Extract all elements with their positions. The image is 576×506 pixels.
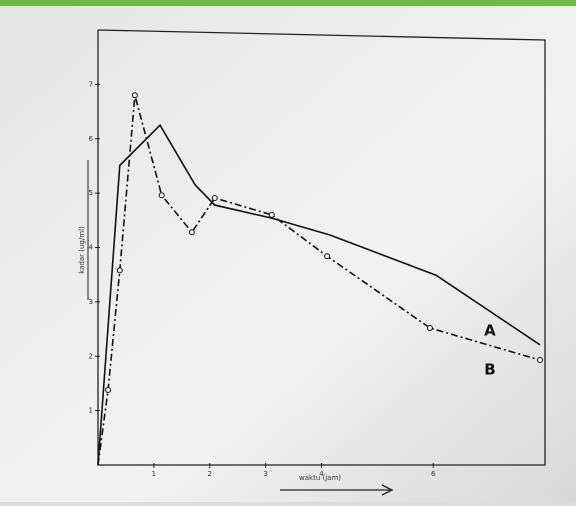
point — [324, 253, 331, 260]
series-line — [97, 123, 541, 466]
x-tick-label: 6 — [431, 470, 436, 478]
x-axis-label: waktu (jam) — [299, 474, 341, 482]
y-tick-label: 3 — [89, 298, 93, 306]
point — [158, 192, 165, 199]
x-tick-label: 2 — [208, 470, 212, 478]
y-axis-label: kadar (ug/ml) — [78, 226, 86, 274]
point — [105, 386, 112, 393]
x-tick-label: 3 — [263, 470, 267, 478]
x-tick-label: 1 — [152, 470, 156, 478]
point — [536, 357, 543, 364]
point — [426, 324, 433, 331]
y-tick-label: 2 — [89, 352, 93, 360]
series-label: B — [484, 361, 495, 379]
y-tick-label: 7 — [89, 80, 93, 88]
point — [131, 92, 138, 99]
series-label: A — [484, 321, 496, 339]
y-tick-label: 4 — [89, 244, 94, 252]
y-tick-label: 5 — [89, 189, 93, 197]
point — [211, 195, 218, 202]
x-tick-label: 4 — [319, 470, 324, 478]
series-line — [97, 95, 541, 466]
y-tick-label: 1 — [89, 407, 93, 415]
point — [268, 211, 275, 218]
y-tick-label: 6 — [89, 135, 94, 143]
top-bar — [0, 0, 576, 6]
x-arrowhead — [381, 484, 394, 496]
frame — [97, 29, 546, 466]
point — [188, 229, 195, 236]
point — [116, 267, 123, 274]
